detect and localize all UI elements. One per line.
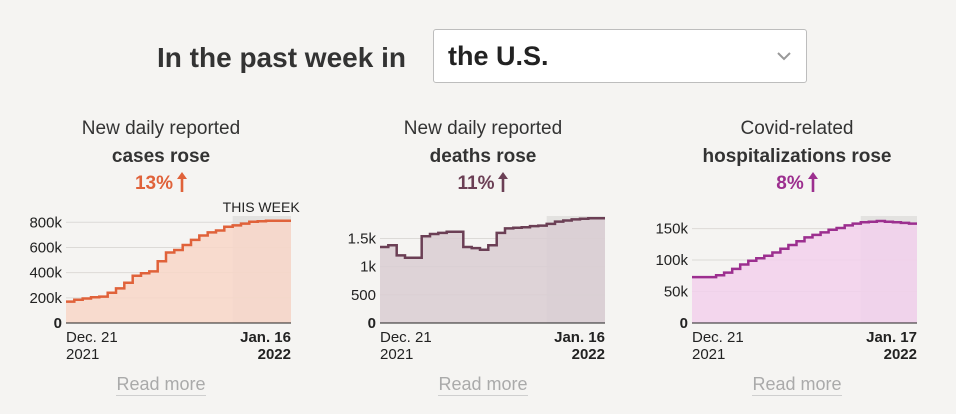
y-tick-label: 200k xyxy=(29,290,62,307)
series-line xyxy=(66,219,291,303)
y-tick-label: 800k xyxy=(29,214,62,231)
deaths-panel: New daily reported deaths rose 11% 0 500 1… xyxy=(323,112,643,412)
change-value: 13% xyxy=(134,173,174,194)
stat-label: New daily reported xyxy=(403,118,563,139)
y-tick-label: 0 xyxy=(680,315,688,332)
change-value: 8% xyxy=(776,173,804,194)
location-select[interactable]: the U.S. xyxy=(433,29,807,83)
chevron-down-icon xyxy=(777,52,791,61)
x-end-date: Jan. 16 xyxy=(240,329,291,346)
hospitalizations-panel: Covid-related hospitalizations rose 8% 0… xyxy=(637,112,956,412)
y-tick-label: 1k xyxy=(360,259,376,276)
stat-change: 13% xyxy=(1,172,321,195)
y-tick-label: 1.5k xyxy=(348,231,377,248)
x-end-date: Jan. 17 xyxy=(866,329,917,346)
series-area xyxy=(380,218,605,323)
y-tick-label: 600k xyxy=(29,239,62,256)
x-start-year: 2021 xyxy=(66,346,99,363)
y-tick-label: 100k xyxy=(655,252,688,269)
stat-metric: deaths rose xyxy=(429,146,537,167)
stat-label: New daily reported xyxy=(81,118,241,139)
arrow-up-icon xyxy=(177,172,188,192)
stat-change: 11% xyxy=(323,172,643,195)
x-start-date: Dec. 21 xyxy=(66,329,118,346)
series-line xyxy=(692,219,917,279)
read-more-link[interactable]: Read more xyxy=(116,374,206,396)
this-week-label: THIS WEEK xyxy=(223,199,301,215)
y-tick-label: 400k xyxy=(29,265,62,282)
read-more-link[interactable]: Read more xyxy=(752,374,842,396)
cases-panel: New daily reported cases rose 13% 0 200k 4… xyxy=(1,112,321,412)
x-start-date: Dec. 21 xyxy=(380,329,432,346)
stat-metric: cases rose xyxy=(111,146,211,167)
header: In the past week in the U.S. xyxy=(0,28,956,84)
y-tick-label: 0 xyxy=(54,315,62,332)
read-more-link[interactable]: Read more xyxy=(438,374,528,396)
page-title: In the past week in xyxy=(157,42,406,73)
stat-change: 8% xyxy=(637,172,956,195)
x-start-year: 2021 xyxy=(692,346,725,363)
x-end-year: 2022 xyxy=(884,346,917,363)
x-end-year: 2022 xyxy=(572,346,605,363)
arrow-up-icon xyxy=(498,172,509,192)
series-area xyxy=(66,220,291,323)
x-end-year: 2022 xyxy=(258,346,291,363)
y-tick-label: 150k xyxy=(655,221,688,238)
series-line xyxy=(380,217,605,259)
y-tick-label: 0 xyxy=(368,315,376,332)
stat-metric: hospitalizations rose xyxy=(702,146,892,167)
series-area xyxy=(692,221,917,323)
change-value: 11% xyxy=(457,173,495,194)
y-tick-label: 500 xyxy=(351,287,376,304)
y-tick-label: 50k xyxy=(664,284,689,301)
x-start-date: Dec. 21 xyxy=(692,329,744,346)
stat-label: Covid-related xyxy=(740,118,854,139)
location-value: the U.S. xyxy=(448,41,549,71)
arrow-up-icon xyxy=(807,172,818,192)
x-start-year: 2021 xyxy=(380,346,413,363)
x-end-date: Jan. 16 xyxy=(554,329,605,346)
